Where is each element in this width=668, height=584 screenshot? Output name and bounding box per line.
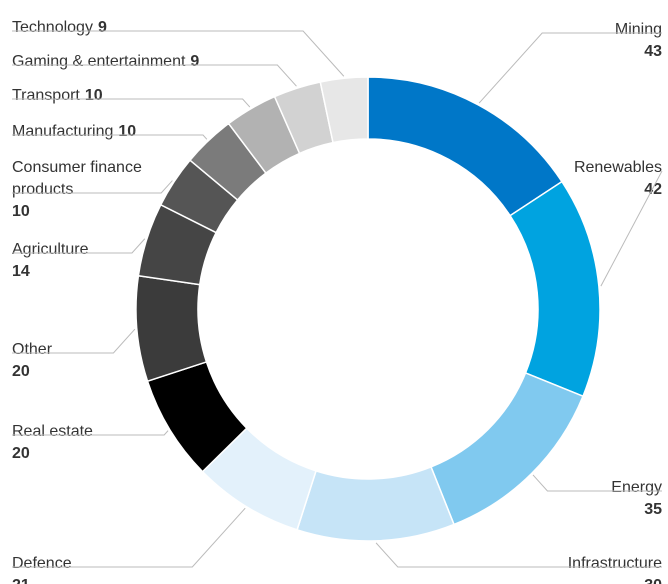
leader-line (12, 98, 251, 108)
value-label: 21 (12, 577, 30, 584)
leader-line (478, 32, 662, 104)
value-label: 10 (118, 123, 136, 140)
leader-line (12, 328, 136, 354)
category-label: Manufacturing (12, 123, 113, 140)
category-label: Agriculture (12, 241, 89, 258)
value-label: 20 (12, 363, 30, 380)
leader-line (12, 64, 297, 87)
donut-segment (319, 76, 369, 144)
category-label: Real estate (12, 423, 93, 440)
value-label: 10 (12, 203, 30, 220)
label-line: Consumer finance (12, 159, 142, 176)
value-label: 9 (98, 19, 107, 36)
value-label: 20 (12, 445, 30, 462)
value-label: 42 (644, 181, 662, 198)
donut-segment (296, 465, 455, 542)
category-label: Mining (615, 21, 662, 38)
category-label: Gaming & entertainment (12, 53, 186, 70)
category-label: Consumer finance products (12, 159, 142, 198)
value-label: 10 (85, 87, 103, 104)
donut-segment (509, 180, 601, 398)
leader-line (12, 180, 173, 194)
leader-line (375, 542, 662, 568)
category-label: Renewables (574, 159, 662, 176)
category-label: Energy (611, 479, 662, 496)
category-label: Infrastructure (568, 555, 662, 572)
donut-segment (135, 274, 208, 383)
category-label: Transport (12, 87, 80, 104)
leader-line (12, 238, 146, 254)
leader-line (532, 474, 662, 492)
leader-line (600, 170, 663, 287)
leader-line (12, 30, 345, 77)
donut-segment (367, 76, 563, 217)
value-label: 9 (190, 53, 199, 70)
leader-line (12, 134, 208, 140)
label-line: products (12, 181, 73, 198)
category-label: Technology (12, 19, 93, 36)
donut-segment (430, 371, 584, 526)
value-label: 14 (12, 263, 30, 280)
category-label: Defence (12, 555, 72, 572)
leader-line (12, 507, 246, 568)
value-label: 43 (644, 43, 662, 60)
leader-line (12, 430, 169, 436)
category-label: Other (12, 341, 53, 358)
value-label: 35 (644, 501, 662, 518)
value-label: 30 (644, 577, 662, 584)
